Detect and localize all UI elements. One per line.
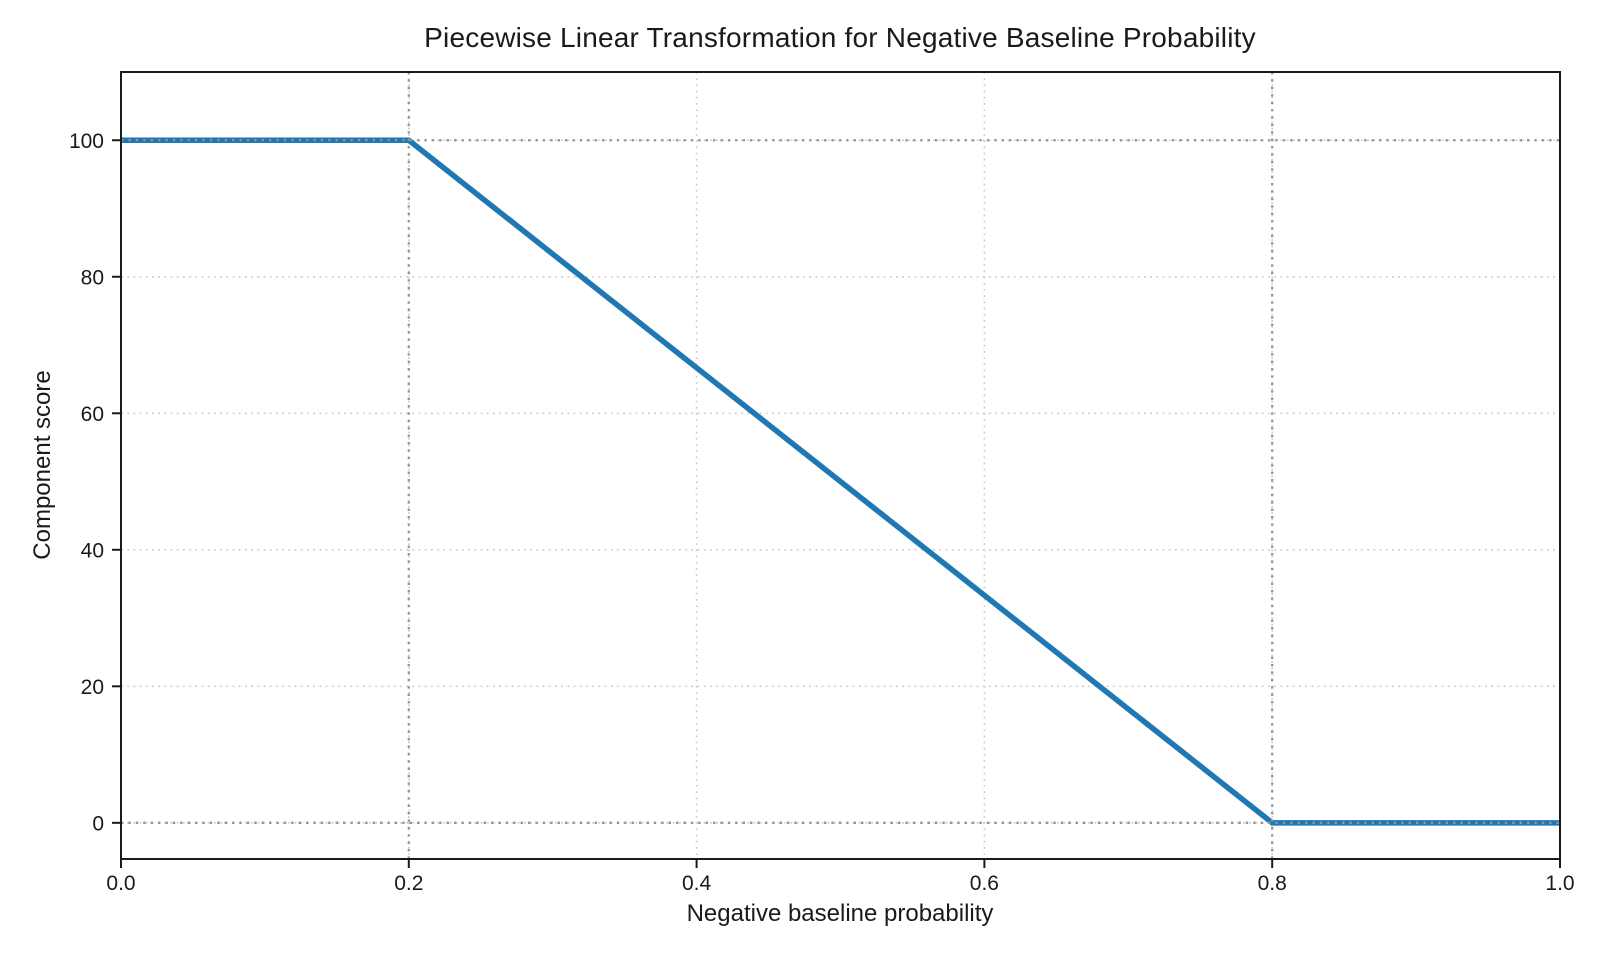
x-tick-label: 1.0: [1545, 872, 1574, 895]
tick-labels-layer: 0.0 0.2 0.4 0.6 0.8 1.0 0 20 40 60 80 100: [69, 130, 1575, 895]
y-tick-label: 0: [92, 812, 104, 835]
chart-title: Piecewise Linear Transformation for Nega…: [424, 22, 1256, 53]
x-tick-label: 0.6: [970, 872, 999, 895]
reference-lines-layer: [121, 72, 1560, 859]
x-tick-label: 0.4: [682, 872, 712, 895]
y-tick-label: 20: [81, 676, 104, 699]
y-axis-label: Component score: [29, 370, 56, 559]
series-line-piecewise-transform: [121, 137, 1560, 826]
x-tick-label: 0.8: [1258, 872, 1287, 895]
y-tick-label: 100: [69, 130, 104, 153]
axes-frame: [120, 71, 1561, 860]
y-tick-label: 60: [81, 403, 104, 426]
y-tick-label: 40: [81, 539, 104, 562]
axes-layer: [112, 71, 1561, 868]
y-tick-label: 80: [81, 266, 104, 289]
x-tick-label: 0.2: [394, 872, 423, 895]
x-tick-label: 0.0: [106, 872, 135, 895]
series-layer: [121, 137, 1560, 826]
grid-layer: [120, 72, 1561, 859]
x-axis-label: Negative baseline probability: [687, 900, 994, 927]
